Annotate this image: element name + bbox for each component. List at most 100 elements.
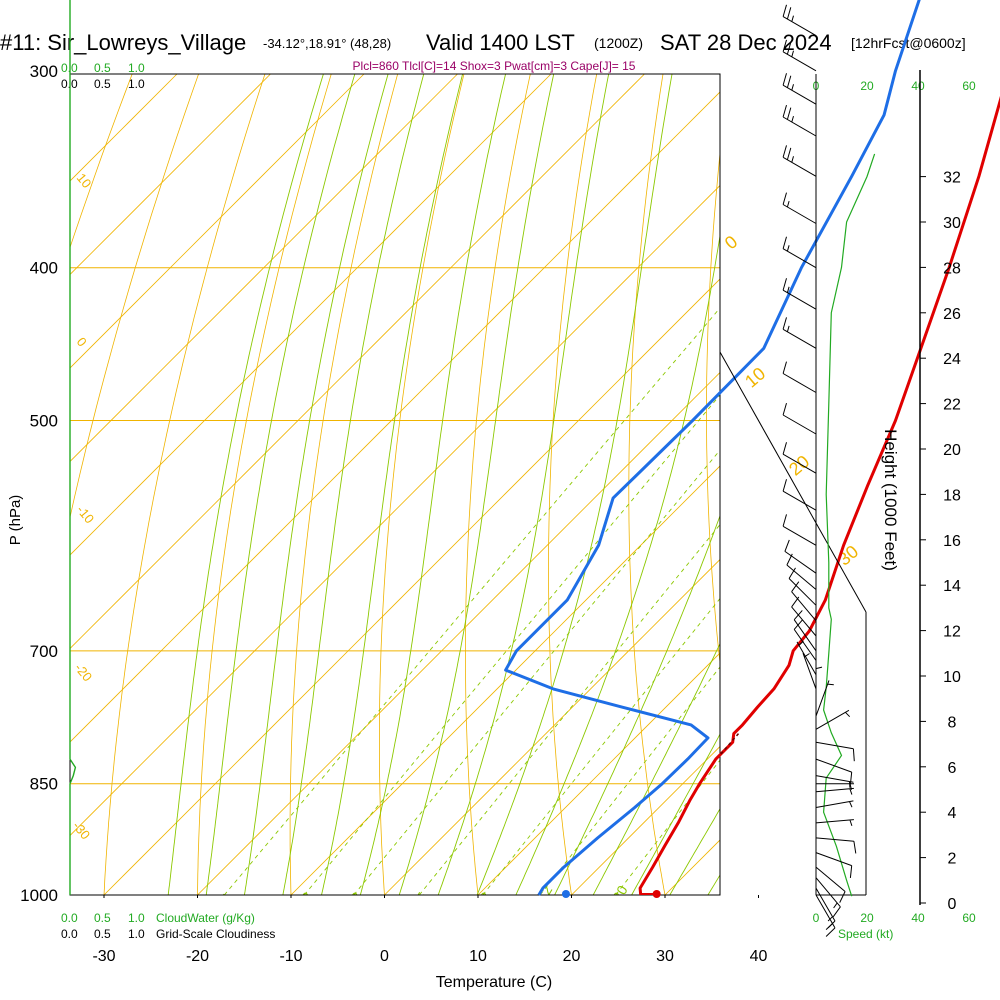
wind-barb (815, 709, 851, 730)
isotherm-line (70, 184, 720, 837)
wind-barb (791, 581, 817, 622)
pressure-tick-label: 1000 (20, 886, 58, 905)
dry-adiabat (994, 0, 1000, 928)
mixing-ratio-label: 20 (609, 882, 631, 904)
height-tick-label: 10 (943, 669, 961, 686)
speed-label: Speed (kt) (838, 927, 893, 941)
height-tick-label: 30 (943, 215, 961, 232)
mixing-ratio-line (418, 523, 720, 895)
isotherm-line (384, 558, 720, 895)
parcel-path (719, 733, 740, 756)
mixing-ratio-label: 1 (218, 889, 236, 904)
isotherm-line (290, 465, 720, 895)
moist-adiabat (592, 642, 720, 895)
pressure-tick-label: 300 (30, 62, 58, 81)
cloudiness-label: Grid-Scale Cloudiness (156, 927, 275, 941)
wind-barb (782, 361, 817, 393)
moist-adiabat (243, 74, 389, 895)
height-tick-label: 2 (948, 851, 957, 868)
isotherm-line (70, 91, 720, 743)
moist-adiabat (398, 74, 555, 895)
mixing-ratio-label: 2 (298, 889, 316, 904)
wind-barb (815, 664, 823, 703)
station-coords: -34.12°,18.91° (48,28) (263, 36, 391, 51)
pressure-tick-label: 850 (30, 775, 58, 794)
pressure-tick-label: 400 (30, 259, 58, 278)
height-tick-label: 6 (948, 760, 957, 777)
cloudwater-scale-top: 0.0 0.5 1.0 0.0 0.5 1.0 (61, 61, 145, 91)
dry-adiabat (628, 74, 666, 895)
wind-barb (782, 4, 817, 37)
dry-adiabat (197, 74, 332, 895)
forecast-info: [12hrFcst@0600z] (851, 35, 966, 51)
mixing-ratio-line (615, 759, 720, 895)
surface-dewpoint-marker (561, 890, 570, 898)
pressure-tick-label: 700 (30, 642, 58, 661)
dry-adiabat (0, 0, 133, 928)
wind-barb (815, 680, 834, 717)
dry-adiabat-label: -10 (74, 502, 98, 526)
dry-adiabat (103, 74, 266, 895)
dry-adiabat-label: 0 (74, 334, 90, 349)
moist-adiabat (631, 733, 720, 895)
speed-tick: 60 (962, 911, 976, 925)
wind-barb (782, 73, 817, 105)
height-tick-label: 28 (943, 260, 961, 277)
isotherm-line (70, 74, 552, 556)
moist-adiabat (437, 74, 610, 895)
moist-adiabat (282, 74, 425, 895)
isotherm-line (852, 74, 1000, 895)
height-tick-label: 22 (943, 397, 961, 414)
cloudwater-tick: 1.0 (128, 911, 145, 925)
dewpoint-line (504, 0, 921, 896)
height-pressure-link (719, 351, 867, 613)
wind-barb (782, 278, 817, 310)
wind-barb (815, 866, 846, 903)
wind-barb (815, 800, 854, 808)
x-axis-title: Temperature (C) (436, 974, 552, 991)
moist-adiabat-label: 0 (721, 232, 742, 254)
isotherm-line (70, 74, 365, 369)
dry-adiabat (70, 74, 199, 520)
temperature-tick-label: 30 (656, 948, 674, 965)
wind-barb (815, 887, 836, 930)
isotherm-line (571, 745, 720, 895)
wind-barb (782, 317, 817, 349)
wind-barb (815, 787, 854, 795)
wind-barb (815, 837, 857, 854)
isotherm-line (103, 278, 720, 895)
profiles (504, 0, 1000, 898)
moist-adiabat (321, 74, 464, 895)
dry-adiabat-label: 10 (74, 170, 95, 191)
cloudwater-trace (69, 0, 77, 895)
wind-barb (788, 567, 817, 606)
axes: 0102030100-10-20-30250300400500700850100… (20, 0, 862, 965)
mixing-ratio-line (303, 394, 720, 895)
height-axis-title: Height (1000 Feet) (881, 429, 900, 571)
speed-tick: 20 (860, 79, 874, 93)
wind-barb (782, 104, 817, 137)
temperature-tick-label: 20 (563, 948, 581, 965)
cloudwater-tick: 0.5 (94, 61, 111, 75)
wind-barb (782, 192, 817, 224)
mixing-ratio-label: 8 (476, 889, 494, 904)
wind-barb (782, 236, 817, 269)
height-tick-label: 32 (943, 170, 961, 187)
cloudiness-tick: 0.0 (61, 927, 78, 941)
wind-barb (815, 741, 855, 762)
valid-time: Valid 1400 LST (426, 30, 575, 55)
pressure-tick-label: 500 (30, 411, 58, 430)
temperature-line (638, 95, 1000, 896)
speed-tick: 0 (813, 911, 820, 925)
wind-barb (782, 479, 817, 511)
wind-barb (815, 775, 854, 788)
wind-barb (815, 877, 841, 918)
dry-adiabat-label: -20 (72, 660, 96, 684)
cloudiness-tick: 0.5 (94, 77, 111, 91)
y-axis-title: P (hPa) (7, 495, 24, 546)
wind-barb (782, 145, 817, 177)
cloudwater-tick: 1.0 (128, 61, 145, 75)
speed-tick: 40 (911, 79, 925, 93)
moist-adiabat (205, 74, 356, 895)
